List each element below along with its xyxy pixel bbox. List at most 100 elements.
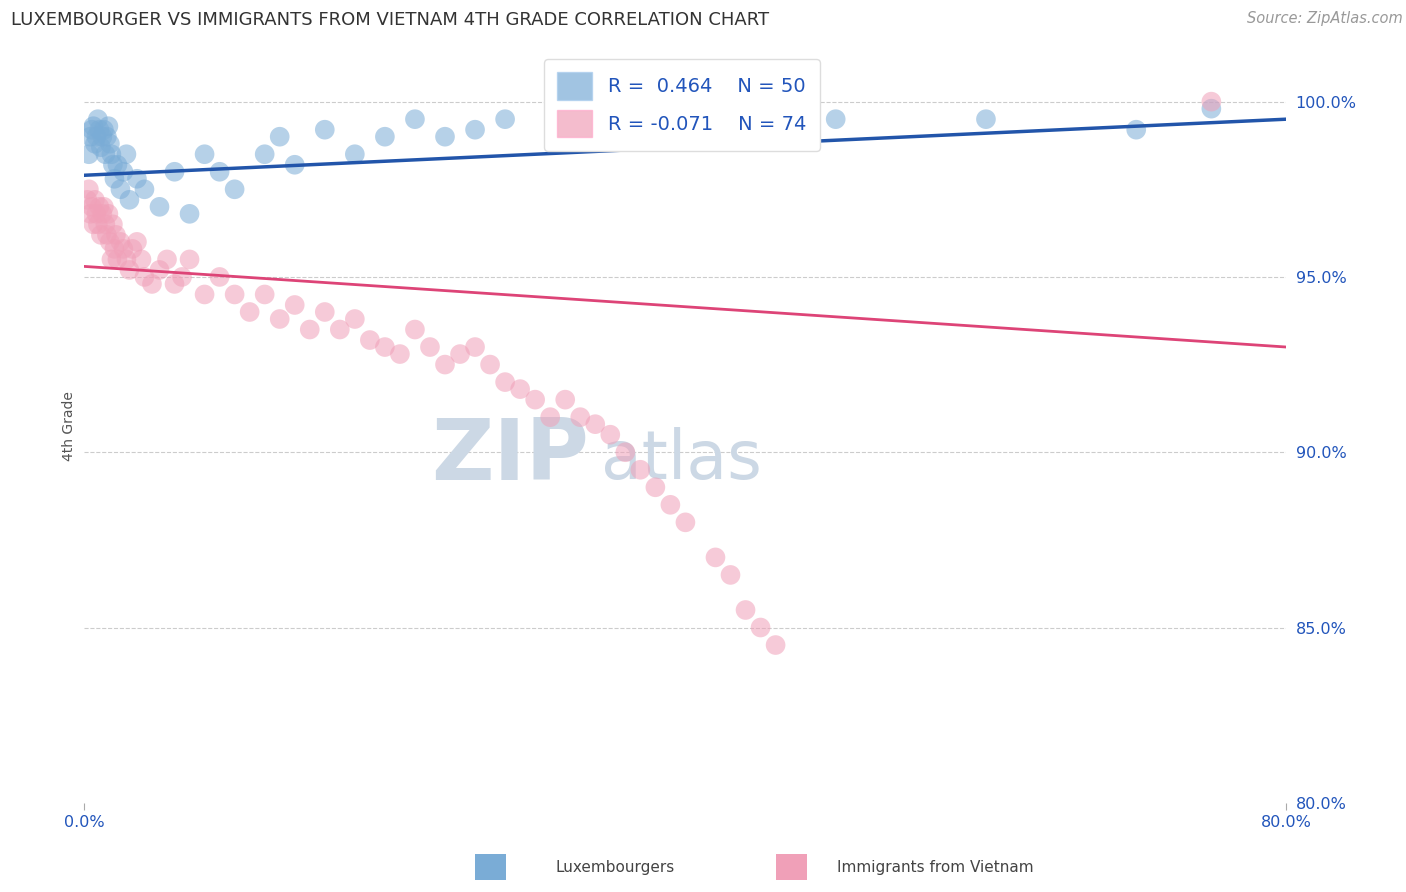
Point [509,382,531,396]
Point [98,235,121,249]
Point [112,242,135,256]
Point [90,140,112,154]
Point [87,112,110,127]
Text: LUXEMBOURGER VS IMMIGRANTS FROM VIETNAM 4TH GRADE CORRELATION CHART: LUXEMBOURGER VS IMMIGRANTS FROM VIETNAM … [11,11,769,29]
Point [1125,122,1147,136]
Point [100,147,122,161]
Text: Source: ZipAtlas.com: Source: ZipAtlas.com [1247,11,1403,26]
Point [118,263,141,277]
Point [374,129,396,144]
Point [644,480,666,494]
Point [77,147,100,161]
Point [1201,102,1223,116]
Point [90,227,112,242]
Point [86,129,108,144]
Text: Luxembourgers: Luxembourgers [555,860,675,874]
Point [97,119,120,133]
Text: ZIP: ZIP [432,415,589,498]
Point [298,322,321,336]
Point [224,182,246,196]
Point [208,269,231,284]
Point [314,122,336,136]
Point [388,347,411,361]
Point [359,333,381,347]
Point [434,358,457,372]
Point [107,158,129,172]
Point [89,122,111,136]
Point [329,322,352,336]
Point [101,218,124,232]
Point [80,122,103,136]
Point [141,277,163,291]
Point [599,112,621,127]
Point [720,568,742,582]
Point [131,252,153,267]
Point [89,200,111,214]
Point [208,165,231,179]
Point [194,147,217,161]
Point [765,638,787,652]
Point [404,112,426,127]
Point [824,112,846,127]
Point [734,603,756,617]
Point [76,193,98,207]
Point [239,305,262,319]
Point [374,340,396,354]
Point [93,122,115,136]
Point [94,147,117,161]
Point [98,136,121,151]
Point [79,207,101,221]
Point [644,122,666,136]
Point [284,158,307,172]
Point [91,129,114,144]
Point [156,252,179,267]
Point [93,200,115,214]
Point [91,207,114,221]
Point [749,620,772,634]
Point [583,417,606,432]
Point [96,129,118,144]
Point [163,165,186,179]
Point [148,200,170,214]
Point [343,147,366,161]
Point [170,269,193,284]
Point [125,235,148,249]
Point [464,122,486,136]
Point [80,200,103,214]
Point [675,102,697,116]
Point [284,298,307,312]
Point [524,392,547,407]
Point [659,498,682,512]
Point [94,218,117,232]
Point [110,235,132,249]
Point [101,158,124,172]
Point [125,171,148,186]
Point [538,410,561,425]
Point [118,193,141,207]
Point [179,252,201,267]
Point [494,112,516,127]
Point [569,410,592,425]
Point [86,207,108,221]
Point [110,182,132,196]
Point [97,207,120,221]
Point [79,129,101,144]
Point [675,516,697,530]
Point [628,463,651,477]
Point [269,312,291,326]
Point [77,182,100,196]
Point [494,375,516,389]
Point [163,277,186,291]
Point [343,312,366,326]
Point [464,340,486,354]
Point [148,263,170,277]
Point [112,165,135,179]
Point [82,119,104,133]
Y-axis label: 4th Grade: 4th Grade [62,391,76,461]
Point [449,347,471,361]
Point [82,218,104,232]
Point [115,147,138,161]
Point [121,242,143,256]
Point [100,252,122,267]
Point [614,445,637,459]
